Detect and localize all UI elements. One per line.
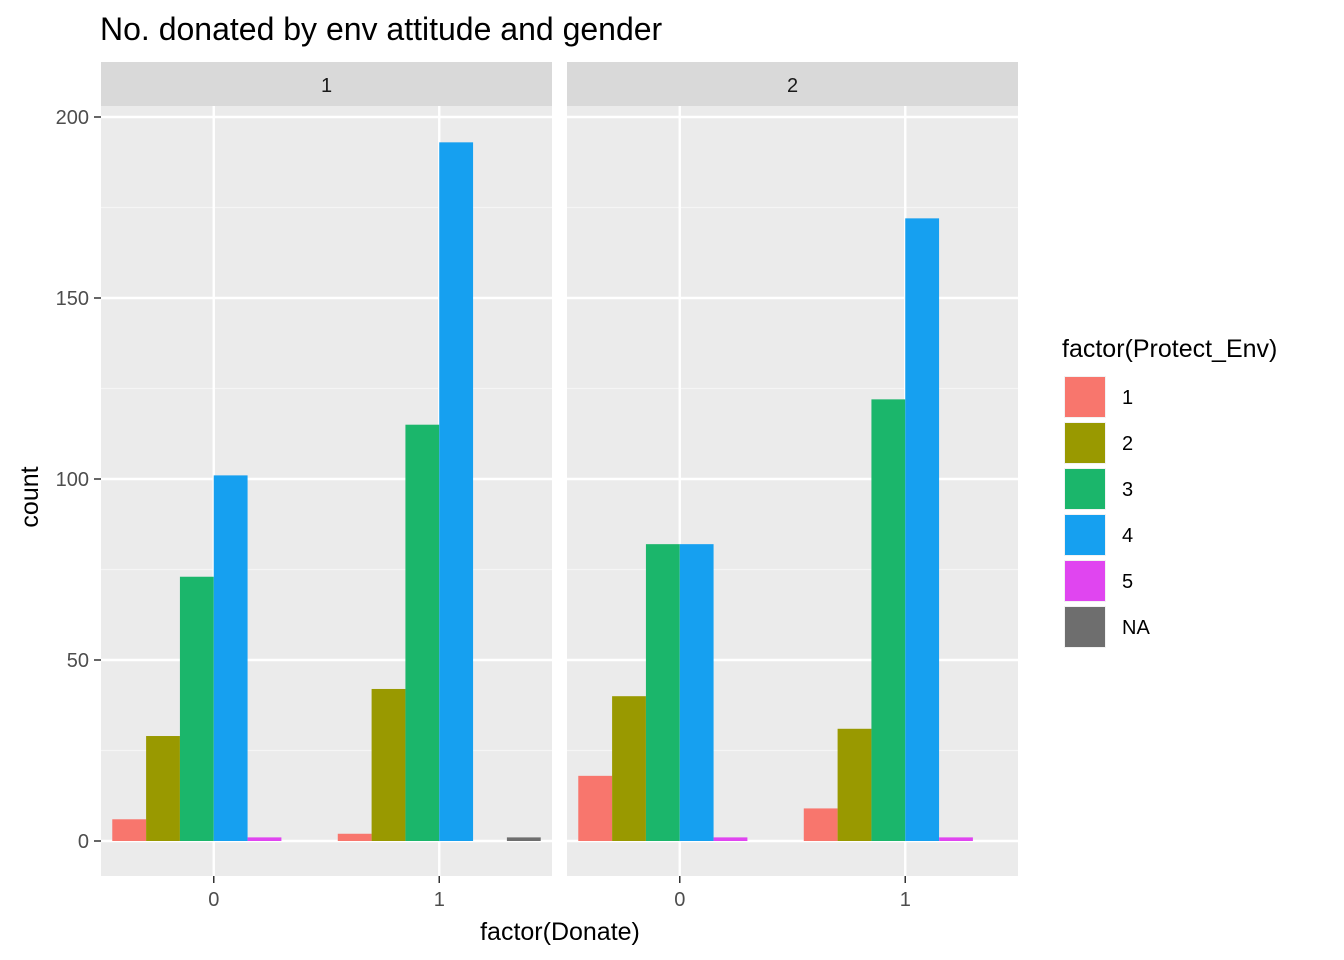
facet-panel-2: 2 0 1 — [567, 62, 1018, 911]
bar-facet2-donate0-env1 — [578, 775, 613, 841]
y-tick-label: 0 — [78, 831, 89, 853]
facet-strip-label: 2 — [787, 75, 798, 97]
y-tick-label: 200 — [56, 107, 89, 129]
x-tick-label: 1 — [900, 889, 911, 911]
legend-label-4: 4 — [1122, 525, 1133, 547]
bar-facet1-donate0-env2 — [146, 736, 180, 841]
x-tick-label: 0 — [208, 889, 219, 911]
bar-facet2-donate0-env5 — [713, 837, 748, 841]
legend-swatch-5 — [1065, 561, 1105, 601]
y-tick-label: 100 — [56, 469, 89, 491]
legend-label-2: 2 — [1122, 433, 1133, 455]
legend-swatch-NA — [1065, 607, 1105, 647]
legend-swatch-4 — [1065, 515, 1105, 555]
facet-panel-1: 1 0 1 — [101, 62, 552, 911]
y-tick-label: 150 — [56, 288, 89, 310]
bar-facet1-donate1-env2 — [371, 688, 406, 841]
bar-facet2-donate1-env2 — [837, 728, 872, 841]
legend-swatch-2 — [1065, 423, 1105, 463]
bar-facet1-donate1-envNA — [506, 837, 541, 841]
bar-facet2-donate1-env1 — [803, 808, 838, 841]
bar-facet1-donate1-env4 — [439, 142, 474, 842]
bar-facet2-donate0-env3 — [645, 544, 680, 841]
y-tick-label: 50 — [67, 650, 89, 672]
bar-facet2-donate0-env2 — [612, 696, 646, 841]
bar-facet1-donate0-env5 — [247, 837, 282, 841]
legend-title: factor(Protect_Env) — [1062, 335, 1277, 363]
bar-facet2-donate0-env4 — [679, 544, 714, 841]
facet-strip — [101, 62, 552, 106]
chart-title: No. donated by env attitude and gender — [100, 11, 663, 47]
y-axis-title: count — [16, 466, 44, 527]
legend-label-NA: NA — [1122, 617, 1150, 639]
bar-facet1-donate0-env4 — [213, 475, 248, 841]
bar-facet1-donate1-env1 — [337, 833, 372, 841]
legend-swatch-1 — [1065, 377, 1105, 417]
bar-facet1-donate1-env3 — [405, 424, 440, 841]
bar-facet2-donate1-env4 — [905, 218, 940, 842]
facet-panels: 1 0 1 2 0 1 — [101, 62, 1018, 911]
bar-facet1-donate0-env1 — [112, 819, 147, 841]
facet-strip-label: 1 — [321, 75, 332, 97]
bar-facet2-donate1-env3 — [871, 399, 906, 841]
bar-facet1-donate0-env3 — [179, 576, 214, 841]
facet-strip — [567, 62, 1018, 106]
bar-facet2-donate1-env5 — [939, 837, 973, 841]
x-axis-title: factor(Donate) — [480, 918, 640, 946]
x-tick-label: 0 — [674, 889, 685, 911]
y-axis: 0 50 100 150 200 — [56, 107, 101, 853]
legend-label-3: 3 — [1122, 479, 1133, 501]
legend-label-5: 5 — [1122, 571, 1133, 593]
legend: factor(Protect_Env) 1 2 3 4 5 NA — [1062, 335, 1277, 648]
x-tick-label: 1 — [434, 889, 445, 911]
legend-label-1: 1 — [1122, 387, 1133, 409]
legend-swatch-3 — [1065, 469, 1105, 509]
